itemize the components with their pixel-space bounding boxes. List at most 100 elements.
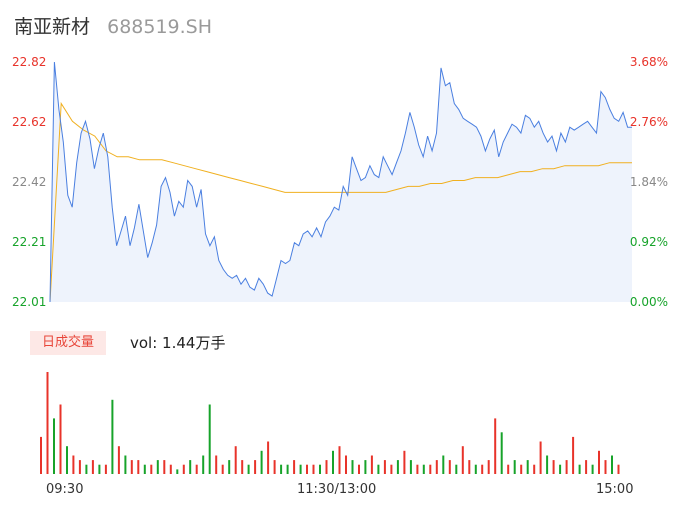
- volume-bar: [104, 464, 107, 474]
- volume-bar: [273, 460, 276, 474]
- volume-bar: [156, 460, 159, 474]
- volume-bar: [526, 460, 529, 474]
- volume-bar: [338, 446, 341, 474]
- volume-bar: [332, 450, 334, 474]
- volume-bar: [254, 460, 257, 474]
- volume-bar: [572, 436, 575, 474]
- volume-bar: [228, 460, 231, 474]
- average-price-line: [49, 101, 632, 303]
- price-tick-4: 22.21: [12, 235, 47, 249]
- price-tick-1: 22.82: [12, 55, 47, 69]
- volume-bar: [286, 464, 289, 474]
- volume-bar: [221, 464, 224, 474]
- volume-bar: [494, 418, 497, 474]
- volume-bar: [481, 464, 484, 474]
- volume-bar: [150, 464, 153, 474]
- price-tick-2: 22.62: [12, 115, 47, 129]
- volume-bar: [429, 464, 432, 474]
- volume-bar: [559, 464, 562, 474]
- volume-bar: [598, 450, 600, 474]
- price-area-fill: [50, 62, 632, 302]
- volume-bar: [370, 455, 373, 474]
- volume-bar: [98, 464, 101, 474]
- pct-tick-2: 2.76%: [629, 115, 668, 129]
- volume-bar: [66, 446, 68, 474]
- volume-bar: [85, 464, 88, 474]
- volume-bar: [46, 372, 49, 474]
- volume-bar: [312, 464, 315, 474]
- volume-bar: [176, 469, 179, 474]
- volume-bar: [435, 460, 438, 474]
- volume-bar: [403, 450, 406, 474]
- volume-bar: [91, 460, 94, 474]
- volume-bar: [461, 446, 464, 474]
- volume-legend: 日成交量 vol: 1.44万手: [30, 331, 225, 355]
- volume-bar: [234, 446, 237, 474]
- volume-bar: [111, 399, 114, 474]
- volume-bar: [137, 460, 140, 474]
- volume-bar: [611, 455, 613, 474]
- volume-bar: [195, 464, 198, 474]
- pct-tick-3: 1.84%: [629, 175, 668, 189]
- volume-bar: [500, 432, 503, 474]
- volume-bar: [416, 464, 419, 474]
- pct-tick-4: 0.92%: [629, 235, 668, 249]
- volume-bar: [383, 460, 386, 474]
- volume-bar: [585, 460, 588, 474]
- volume-bar: [293, 460, 296, 474]
- price-line: [49, 61, 632, 303]
- volume-bar: [351, 460, 354, 474]
- volume-bars: [40, 372, 620, 474]
- price-tick-5: 22.01: [12, 295, 47, 309]
- volume-bar: [455, 464, 458, 474]
- volume-bar: [325, 460, 328, 474]
- volume-bar: [182, 464, 185, 474]
- price-tick-3: 22.42: [12, 175, 47, 189]
- volume-badge: 日成交量: [30, 331, 107, 355]
- volume-bar: [189, 460, 192, 474]
- time-label-open: 09:30: [46, 482, 84, 497]
- volume-bar: [319, 464, 321, 474]
- volume-bar: [533, 464, 536, 474]
- volume-bar: [390, 464, 393, 474]
- volume-bar: [143, 464, 146, 474]
- volume-bar: [617, 464, 620, 474]
- volume-bar: [345, 455, 347, 474]
- volume-bar: [507, 464, 510, 474]
- volume-bar: [267, 441, 270, 474]
- volume-bar: [130, 460, 133, 474]
- volume-bar: [539, 441, 542, 474]
- volume-bar: [448, 460, 451, 474]
- volume-bar: [377, 464, 380, 474]
- volume-bar: [422, 464, 425, 474]
- volume-bar: [202, 455, 205, 474]
- volume-bar: [247, 464, 250, 474]
- volume-bar: [306, 464, 308, 474]
- volume-bar: [72, 455, 75, 474]
- pct-tick-5: 0.00%: [629, 295, 668, 309]
- volume-bar: [53, 418, 55, 474]
- volume-bar: [487, 460, 490, 474]
- volume-bar: [124, 455, 127, 474]
- volume-bar: [474, 464, 477, 474]
- volume-bar: [468, 460, 471, 474]
- volume-bar: [208, 404, 211, 474]
- volume-bar: [299, 464, 302, 474]
- volume-bar: [260, 450, 263, 474]
- time-label-close: 15:00: [596, 482, 634, 497]
- volume-bar: [215, 455, 218, 474]
- volume-bar: [604, 460, 607, 474]
- volume-bar: [117, 446, 120, 474]
- volume-bar: [513, 460, 516, 474]
- volume-bar: [40, 436, 42, 474]
- volume-bar: [364, 460, 367, 474]
- header: 南亚新材 688519.SH: [14, 12, 212, 40]
- stock-code: 688519.SH: [107, 16, 213, 38]
- stock-name: 南亚新材: [14, 16, 91, 38]
- volume-bar: [409, 460, 412, 474]
- volume-bar: [358, 464, 360, 474]
- volume-text: vol: 1.44万手: [130, 334, 226, 352]
- volume-bar: [169, 464, 172, 474]
- volume-bar: [591, 464, 594, 474]
